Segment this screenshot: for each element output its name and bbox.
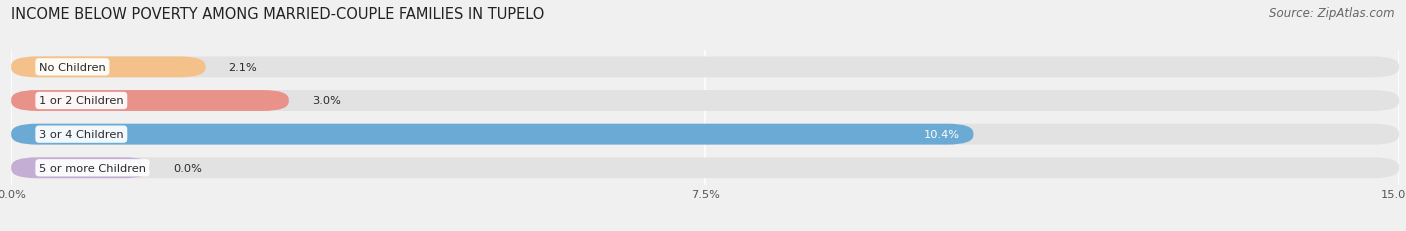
Text: 5 or more Children: 5 or more Children [39, 163, 146, 173]
Text: INCOME BELOW POVERTY AMONG MARRIED-COUPLE FAMILIES IN TUPELO: INCOME BELOW POVERTY AMONG MARRIED-COUPL… [11, 7, 544, 22]
Text: 2.1%: 2.1% [229, 63, 257, 73]
Text: 10.4%: 10.4% [924, 130, 959, 140]
FancyBboxPatch shape [11, 158, 150, 178]
Text: Source: ZipAtlas.com: Source: ZipAtlas.com [1270, 7, 1395, 20]
FancyBboxPatch shape [11, 91, 288, 111]
FancyBboxPatch shape [11, 91, 1399, 111]
FancyBboxPatch shape [11, 124, 1399, 145]
FancyBboxPatch shape [11, 57, 205, 78]
Text: 1 or 2 Children: 1 or 2 Children [39, 96, 124, 106]
Text: 0.0%: 0.0% [173, 163, 202, 173]
FancyBboxPatch shape [11, 158, 1399, 178]
FancyBboxPatch shape [11, 124, 973, 145]
Text: 3.0%: 3.0% [312, 96, 340, 106]
FancyBboxPatch shape [11, 57, 1399, 78]
Text: No Children: No Children [39, 63, 105, 73]
Text: 3 or 4 Children: 3 or 4 Children [39, 130, 124, 140]
